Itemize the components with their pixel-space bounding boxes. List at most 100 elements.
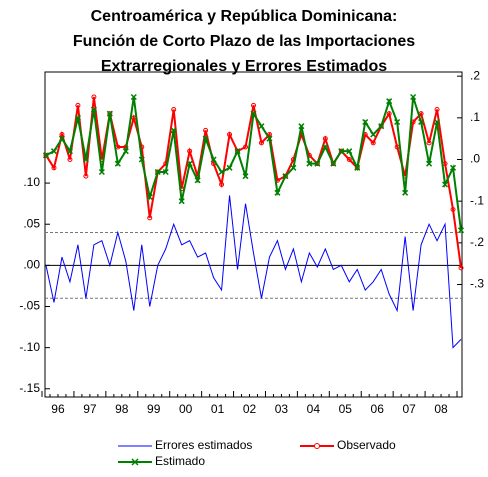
point — [418, 118, 425, 126]
y2-tick-label: .2 — [470, 68, 480, 82]
chart-title: Extrarregionales y Errores Estimados — [101, 58, 387, 75]
point — [203, 127, 209, 133]
point — [82, 156, 89, 163]
y2-tick-label: .0 — [470, 152, 480, 166]
point — [274, 189, 281, 196]
point — [442, 181, 449, 188]
point — [434, 118, 441, 126]
point — [290, 164, 297, 171]
point — [162, 168, 169, 176]
point — [258, 123, 265, 130]
point — [122, 148, 129, 155]
point — [114, 160, 121, 167]
point — [338, 148, 345, 155]
x-tick-label: 99 — [147, 402, 161, 416]
y-tick-label: -.15 — [19, 381, 40, 395]
point — [67, 157, 73, 162]
point — [458, 265, 464, 271]
point — [146, 193, 153, 201]
point — [227, 132, 233, 137]
legend-label: Estimado — [155, 454, 205, 468]
point — [434, 107, 440, 112]
point — [98, 168, 105, 176]
point — [298, 123, 305, 130]
x-tick-label: 03 — [275, 402, 289, 416]
point — [219, 182, 225, 187]
x-tick-label: 05 — [339, 402, 353, 416]
y2-tick-label: -.3 — [470, 277, 484, 291]
x-tick-label: 07 — [402, 402, 416, 416]
point — [130, 93, 137, 101]
plot-frame — [44, 71, 463, 398]
point — [402, 189, 409, 196]
chart-title: Función de Corto Plazo de las Importacio… — [73, 33, 415, 50]
point — [410, 93, 417, 101]
y-tick-label: .00 — [23, 258, 40, 272]
y-tick-label: -.10 — [19, 340, 40, 354]
point — [83, 173, 89, 179]
point — [171, 107, 177, 112]
point — [226, 164, 233, 171]
point — [74, 114, 81, 121]
point — [314, 160, 321, 167]
point — [258, 140, 264, 146]
point — [346, 148, 353, 155]
point — [266, 135, 273, 142]
point — [138, 156, 145, 163]
y2-tick-label: -.1 — [470, 193, 484, 207]
point — [50, 148, 58, 155]
point — [91, 94, 97, 100]
y2-tick-label: -.2 — [470, 235, 484, 249]
point — [202, 135, 209, 142]
point — [234, 148, 241, 155]
point — [322, 136, 328, 142]
x-tick-label: 98 — [115, 402, 129, 416]
point — [147, 215, 153, 221]
point — [386, 98, 393, 105]
point — [194, 177, 201, 184]
point — [250, 110, 257, 117]
x-tick-label: 02 — [243, 402, 257, 416]
point — [354, 164, 361, 171]
point — [394, 118, 401, 126]
legend-label: Observado — [337, 438, 396, 452]
point — [330, 160, 337, 167]
point — [218, 168, 225, 176]
point — [42, 152, 50, 159]
point — [426, 140, 432, 146]
point — [242, 173, 249, 180]
point — [210, 156, 217, 163]
x-tick-label: 00 — [179, 402, 193, 416]
y-tick-label: -.05 — [19, 299, 40, 313]
y2-tick-label: .1 — [470, 110, 480, 124]
point — [186, 160, 193, 167]
series-line — [45, 96, 462, 231]
point — [178, 198, 185, 205]
point — [106, 110, 113, 117]
x-tick-label: 97 — [83, 402, 97, 416]
point — [187, 148, 193, 154]
chart-title: Centroamérica y República Dominicana: — [91, 8, 398, 25]
point — [457, 227, 465, 234]
point — [66, 148, 73, 155]
point — [346, 157, 352, 162]
point — [75, 102, 81, 108]
series-line — [45, 96, 462, 268]
point — [450, 207, 456, 212]
point — [386, 111, 392, 117]
point — [322, 143, 329, 151]
x-tick-label: 06 — [371, 402, 385, 416]
point — [370, 131, 377, 138]
point — [306, 160, 313, 167]
point — [90, 106, 97, 113]
point — [282, 173, 289, 180]
point — [51, 165, 57, 171]
point — [378, 123, 385, 130]
x-tick-label: 96 — [51, 402, 65, 416]
legend-marker — [131, 458, 139, 466]
x-tick-label: 04 — [307, 402, 321, 416]
point — [362, 118, 369, 126]
x-tick-label: 01 — [211, 402, 225, 416]
point — [370, 140, 376, 146]
